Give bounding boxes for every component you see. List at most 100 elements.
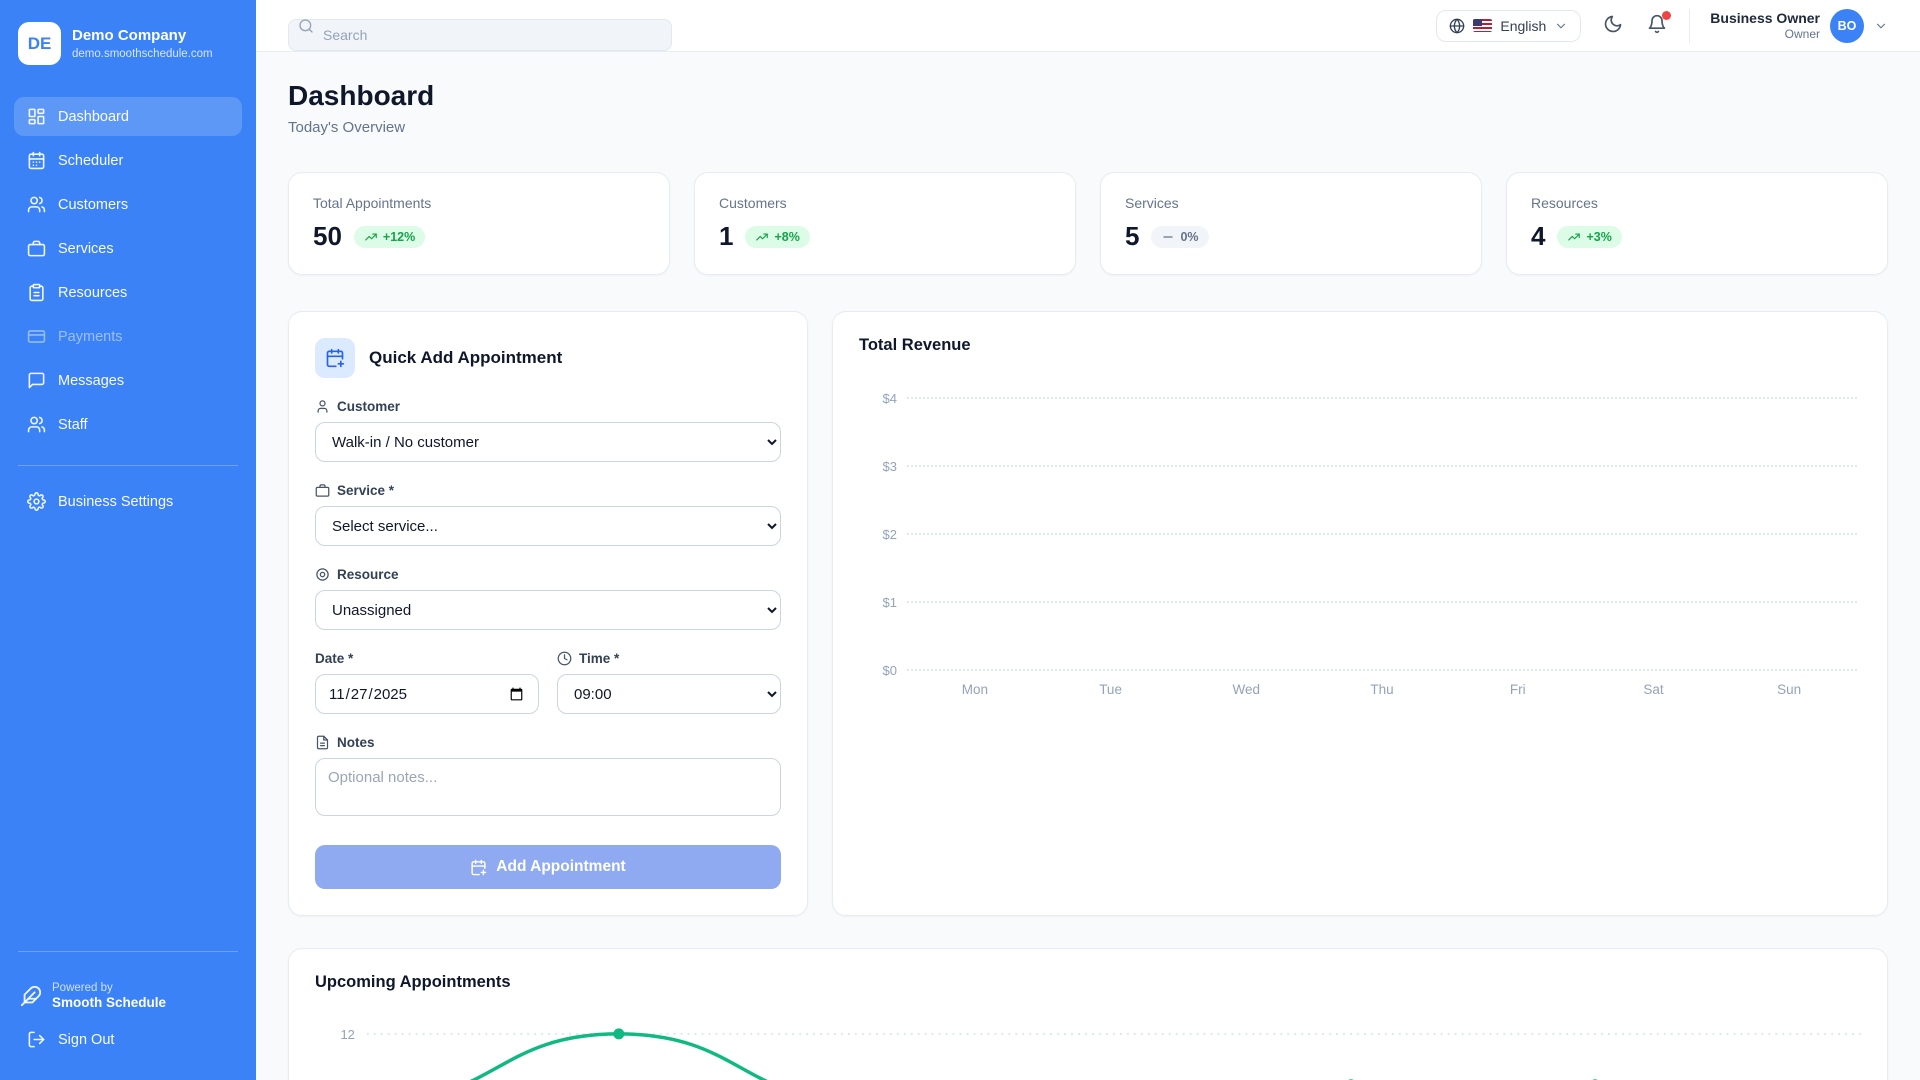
upcoming-chart-svg: 12 9 — [340, 1027, 1861, 1080]
y-axis-tick: $2 — [882, 527, 897, 542]
notification-dot — [1662, 11, 1672, 20]
gridline — [907, 397, 1857, 399]
gridline — [907, 669, 1857, 671]
notes-textarea[interactable] — [315, 758, 781, 816]
notifications-button[interactable] — [1645, 11, 1672, 39]
upcoming-appointments-chart: 12 9 — [315, 1012, 1861, 1080]
minus-icon — [1161, 230, 1175, 244]
sidebar-item-label: Messages — [58, 372, 125, 389]
stat-label: Customers — [719, 195, 787, 211]
briefcase-icon — [315, 483, 330, 498]
total-revenue-card: Total Revenue $4 $3 $2 $1 $0 Mon Tue Wed Thu Fri… — [832, 311, 1888, 916]
sidebar-item-scheduler[interactable]: Scheduler — [14, 141, 242, 180]
service-label: Service * — [337, 483, 395, 498]
bell-icon — [1647, 14, 1667, 34]
sidebar-item-label: Services — [58, 240, 114, 257]
stat-card: Resources 4 +3% — [1506, 172, 1888, 275]
page-title: Dashboard — [288, 80, 435, 111]
user-icon — [315, 399, 330, 414]
data-point-marker — [613, 1028, 625, 1040]
resource-select[interactable]: Unassigned — [315, 590, 781, 630]
revenue-chart: $4 $3 $2 $1 $0 — [859, 391, 1861, 678]
stat-label: Resources — [1531, 195, 1598, 211]
clock-icon — [557, 651, 572, 666]
x-axis-tick: Thu — [1370, 682, 1394, 697]
message-icon — [27, 371, 46, 390]
stat-card: Services 5 0% — [1100, 172, 1482, 275]
date-label: Date * — [315, 651, 354, 666]
user-role: Owner — [1784, 27, 1820, 41]
appointments-line — [469, 1032, 768, 1080]
stat-value: 5 — [1125, 221, 1140, 251]
gridline — [907, 465, 1857, 467]
trend-up-icon — [364, 230, 378, 244]
stat-label: Services — [1125, 195, 1179, 211]
stat-value: 1 — [719, 221, 734, 251]
sidebar-item-customers[interactable]: Customers — [14, 185, 242, 224]
add-appointment-button[interactable]: Add Appointment — [315, 845, 781, 889]
y-axis-tick: $4 — [882, 391, 897, 406]
language-label: English — [1500, 17, 1547, 34]
customer-label: Customer — [337, 399, 401, 414]
sidebar-item-label: Payments — [58, 328, 123, 345]
y-axis-tick: $0 — [882, 663, 897, 678]
stat-change-badge: +8% — [745, 225, 810, 248]
chevron-down-icon — [1874, 19, 1888, 33]
sidebar-item-label: Customers — [58, 196, 129, 213]
chevron-down-icon — [1554, 19, 1568, 33]
time-select[interactable]: 09:00 — [557, 674, 781, 714]
sidebar-item-services[interactable]: Services — [14, 229, 242, 268]
feather-logo-icon — [20, 985, 42, 1007]
time-label: Time * — [579, 651, 620, 666]
sidebar: DE Demo Company demo.smoothschedule.com … — [0, 0, 256, 1080]
sidebar-item-staff[interactable]: Staff — [14, 405, 242, 444]
sidebar-item-label: Resources — [58, 284, 128, 301]
credit-card-icon — [27, 327, 46, 346]
revenue-x-axis: Mon Tue Wed Thu Fri Sat Sun — [907, 682, 1857, 697]
x-axis-tick: Sat — [1643, 682, 1664, 697]
sidebar-item-payments: Payments — [14, 317, 242, 356]
sidebar-divider — [18, 465, 238, 466]
logout-icon — [27, 1030, 46, 1049]
brand: DE Demo Company demo.smoothschedule.com — [14, 16, 242, 83]
date-input[interactable] — [315, 674, 539, 714]
x-axis-tick: Mon — [961, 682, 988, 697]
stat-value: 50 — [313, 221, 342, 251]
company-name: Demo Company — [72, 27, 187, 45]
sidebar-nav: Dashboard Scheduler Customers Services R… — [14, 97, 242, 449]
y-axis-tick: 9 — [348, 1078, 355, 1080]
sidebar-item-dashboard[interactable]: Dashboard — [14, 97, 242, 136]
stat-card: Total Appointments 50 +12% — [288, 172, 670, 275]
stat-card: Customers 1 +8% — [694, 172, 1076, 275]
stat-change-badge: +12% — [353, 225, 426, 248]
service-select[interactable]: Select service... — [315, 506, 781, 546]
sign-out-button[interactable]: Sign Out — [14, 1020, 242, 1059]
y-axis-tick: 12 — [340, 1027, 354, 1042]
quick-add-title: Quick Add Appointment — [369, 348, 563, 367]
trend-up-icon — [755, 230, 769, 244]
x-axis-tick: Fri — [1509, 682, 1526, 697]
users-icon — [27, 415, 46, 434]
calendar-icon — [27, 151, 46, 170]
upcoming-chart-title: Upcoming Appointments — [315, 973, 511, 991]
user-name: Business Owner — [1710, 10, 1820, 26]
y-axis-tick: $3 — [882, 459, 897, 474]
resource-label: Resource — [337, 567, 399, 582]
sidebar-item-resources[interactable]: Resources — [14, 273, 242, 312]
language-selector[interactable]: English — [1436, 9, 1582, 42]
search-input[interactable] — [288, 18, 672, 51]
x-axis-tick: Tue — [1099, 682, 1122, 697]
customer-select[interactable]: Walk-in / No customer — [315, 422, 781, 462]
sidebar-divider-bottom — [18, 951, 238, 952]
sidebar-item-messages[interactable]: Messages — [14, 361, 242, 400]
sidebar-item-business-settings[interactable]: Business Settings — [14, 482, 242, 521]
company-logo: DE — [18, 22, 61, 65]
stats-row: Total Appointments 50 +12% Customers 1 +… — [288, 172, 1888, 275]
stat-change-badge: 0% — [1151, 225, 1209, 248]
user-menu[interactable]: Business Owner Owner BO — [1689, 8, 1888, 43]
sign-out-label: Sign Out — [58, 1031, 115, 1048]
sidebar-item-label: Business Settings — [58, 493, 174, 510]
upcoming-appointments-card: Upcoming Appointments 12 9 — [288, 948, 1888, 1080]
theme-toggle-button[interactable] — [1601, 12, 1625, 39]
calendar-plus-icon — [470, 859, 487, 876]
